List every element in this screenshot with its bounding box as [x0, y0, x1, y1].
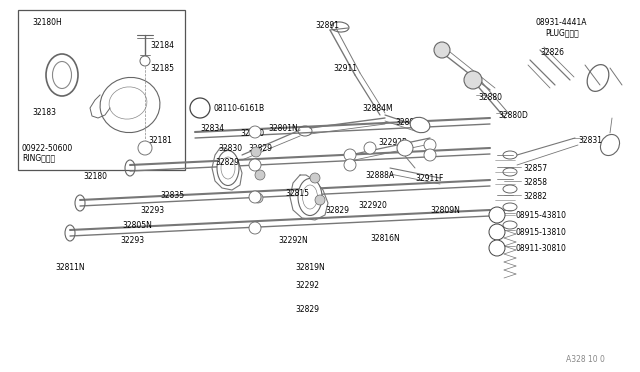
Bar: [18, 10, 185, 170]
Text: 32858: 32858: [523, 177, 547, 186]
Text: PLUGプラグ: PLUGプラグ: [545, 29, 579, 38]
Text: 32884M: 32884M: [362, 103, 392, 112]
Text: 32180H: 32180H: [32, 17, 61, 26]
Circle shape: [489, 207, 505, 223]
Text: 32891: 32891: [315, 20, 339, 29]
Text: 32183: 32183: [32, 108, 56, 116]
Text: 08911-30810: 08911-30810: [516, 244, 567, 253]
Circle shape: [489, 224, 505, 240]
Text: 32830: 32830: [218, 144, 242, 153]
Text: W: W: [493, 229, 500, 235]
Circle shape: [315, 195, 325, 205]
Text: 32292N: 32292N: [278, 235, 308, 244]
Text: 32831: 32831: [578, 135, 602, 144]
Text: 32834: 32834: [200, 124, 224, 132]
Text: 32888A: 32888A: [365, 170, 394, 180]
Circle shape: [464, 71, 482, 89]
Text: 32815: 32815: [285, 189, 309, 198]
Text: 32830: 32830: [240, 128, 264, 138]
Ellipse shape: [217, 151, 239, 186]
Circle shape: [253, 193, 263, 203]
Ellipse shape: [298, 179, 322, 215]
Text: 32829: 32829: [248, 144, 272, 153]
Text: 32185: 32185: [150, 64, 174, 73]
Text: 32882: 32882: [523, 192, 547, 201]
Text: 32805N: 32805N: [122, 221, 152, 230]
Circle shape: [344, 149, 356, 161]
Circle shape: [249, 191, 261, 203]
Text: W: W: [493, 212, 500, 218]
Text: 32292P: 32292P: [378, 138, 406, 147]
Text: 32293: 32293: [140, 205, 164, 215]
Text: 32811N: 32811N: [55, 263, 84, 273]
Text: 32816N: 32816N: [370, 234, 400, 243]
Circle shape: [251, 147, 261, 157]
Circle shape: [397, 140, 413, 156]
Text: 32829: 32829: [215, 157, 239, 167]
Text: 32184: 32184: [150, 41, 174, 49]
Text: 32880D: 32880D: [498, 110, 528, 119]
Circle shape: [424, 149, 436, 161]
Text: 32826: 32826: [540, 48, 564, 57]
Circle shape: [190, 98, 210, 118]
Text: 32911: 32911: [333, 64, 357, 73]
Text: 00922-50600: 00922-50600: [22, 144, 73, 153]
Circle shape: [255, 170, 265, 180]
Text: 08931-4441A: 08931-4441A: [535, 17, 586, 26]
Text: 32181: 32181: [148, 135, 172, 144]
Text: A328 10 0: A328 10 0: [566, 356, 605, 365]
Text: B: B: [197, 103, 203, 112]
Text: 32180: 32180: [83, 171, 107, 180]
Text: 08110-6161B: 08110-6161B: [213, 103, 264, 112]
Text: 32819N: 32819N: [295, 263, 324, 273]
Circle shape: [249, 126, 261, 138]
Text: 322920: 322920: [358, 201, 387, 209]
Text: 32829: 32829: [295, 305, 319, 314]
Ellipse shape: [410, 117, 430, 133]
Circle shape: [434, 42, 450, 58]
Circle shape: [489, 240, 505, 256]
Text: 32911F: 32911F: [415, 173, 444, 183]
Text: N: N: [494, 245, 500, 251]
Text: 08915-13810: 08915-13810: [516, 228, 567, 237]
Text: 32829: 32829: [325, 205, 349, 215]
Text: 32292: 32292: [295, 280, 319, 289]
Text: 32888: 32888: [395, 118, 419, 126]
Circle shape: [424, 139, 436, 151]
Circle shape: [249, 159, 261, 171]
Text: 32293: 32293: [120, 235, 144, 244]
Circle shape: [310, 173, 320, 183]
Text: 32801N: 32801N: [268, 124, 298, 132]
Circle shape: [344, 159, 356, 171]
Text: RINGリング: RINGリング: [22, 154, 55, 163]
Text: 32809N: 32809N: [430, 205, 460, 215]
Text: 08915-43810: 08915-43810: [516, 211, 567, 219]
Text: 32857: 32857: [523, 164, 547, 173]
Circle shape: [364, 142, 376, 154]
Text: 32835: 32835: [160, 190, 184, 199]
Text: 32880: 32880: [478, 93, 502, 102]
Circle shape: [249, 222, 261, 234]
Text: B: B: [197, 103, 203, 112]
